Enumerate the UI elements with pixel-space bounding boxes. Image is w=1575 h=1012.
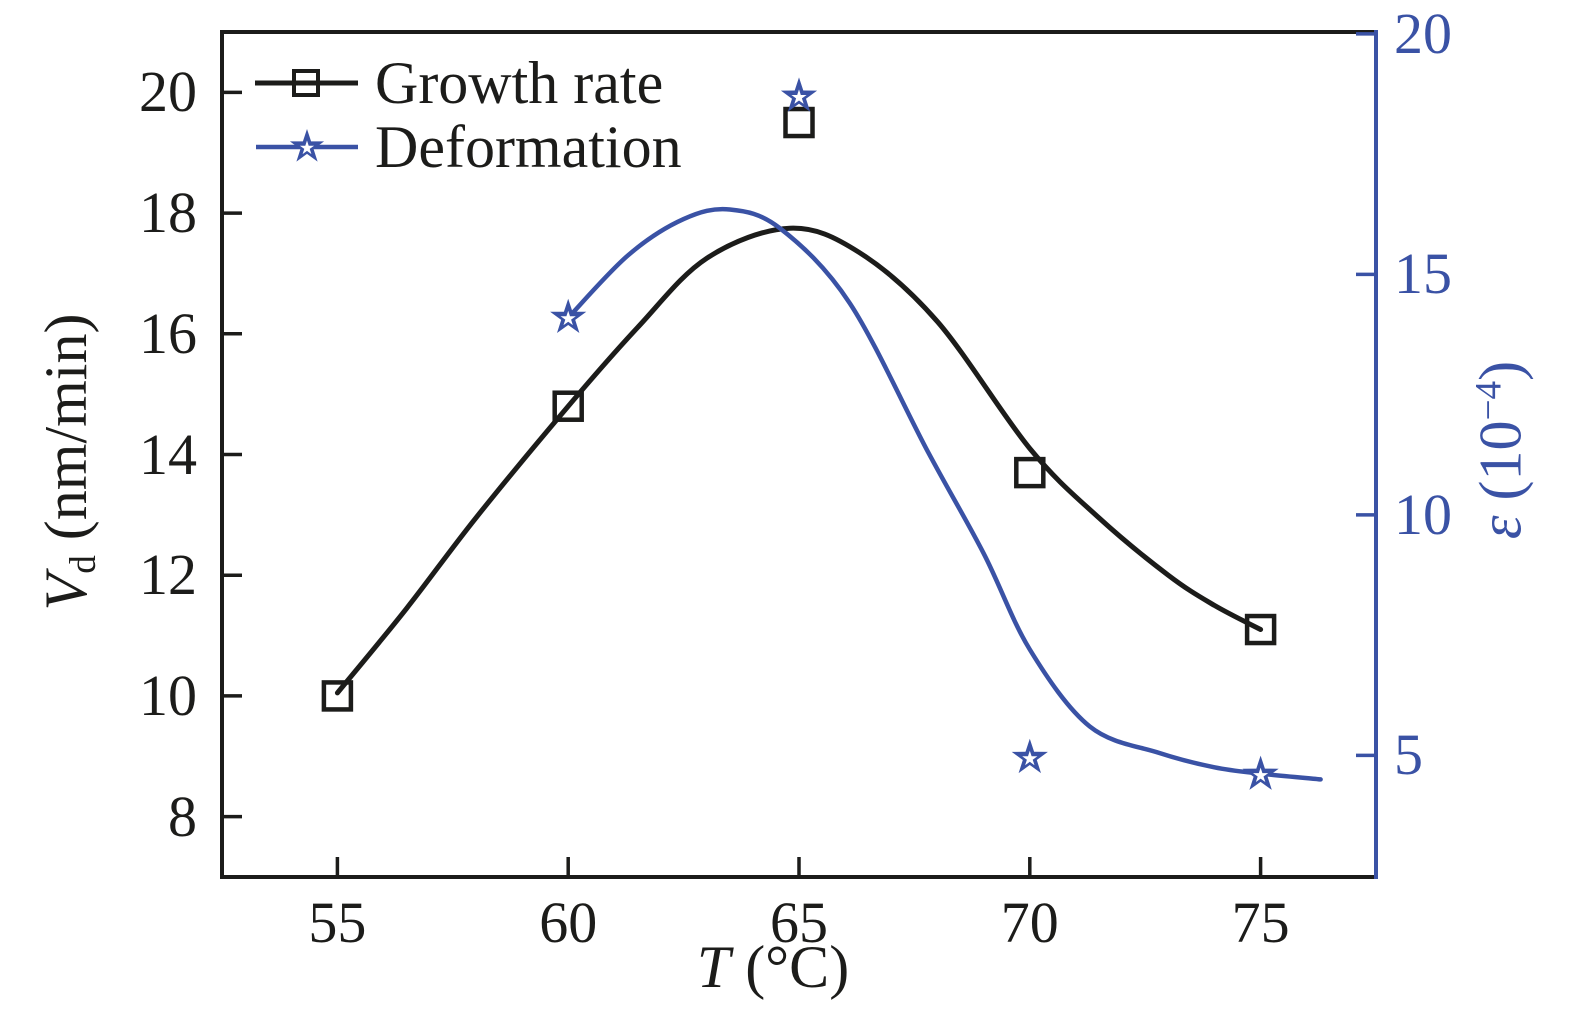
x-tick-label: 65 (770, 890, 828, 955)
y-axis-label-right: ε (10−4) (1457, 360, 1534, 540)
x-axis-label: T (°C) (697, 935, 849, 999)
left-tick-label: 8 (168, 783, 197, 849)
square-marker (552, 390, 584, 422)
x-symbol: T (696, 934, 731, 1000)
left-tick-label: 10 (139, 662, 197, 728)
left-tick-label: 14 (139, 421, 197, 487)
star-marker-center (1022, 750, 1038, 766)
square-marker (1244, 613, 1277, 646)
deformation-markers (550, 77, 1279, 790)
legend-star-center (299, 140, 315, 155)
x-tick-label: 60 (539, 890, 598, 955)
right-tick-label: 10 (1394, 481, 1452, 547)
square-marker (783, 106, 815, 139)
y-right-units-post: ) (1467, 360, 1534, 381)
x-tick-label: 55 (308, 890, 367, 955)
left-tick-label: 20 (139, 59, 197, 125)
y-right-exponent: −4 (1468, 380, 1510, 421)
left-tick-label: 18 (139, 180, 197, 246)
x-units: (°C) (730, 934, 850, 1000)
deformation-curve (565, 206, 1323, 782)
legend-square-marker (292, 69, 320, 97)
y-right-units-pre: (10 (1467, 420, 1534, 516)
square-marker (1014, 456, 1046, 489)
growth-rate-curve (334, 225, 1264, 696)
tick-marks (222, 32, 1376, 877)
legend-markers (255, 69, 358, 162)
star-marker-center (1253, 767, 1269, 782)
legend-label-growth-rate: Growth rate (375, 50, 664, 116)
right-tick-label: 5 (1394, 722, 1423, 788)
star-marker-center (791, 89, 807, 104)
left-tick-label: 12 (139, 542, 197, 608)
x-tick-label: 70 (1000, 890, 1059, 955)
right-tick-label: 15 (1394, 241, 1452, 307)
square-marker (321, 680, 354, 712)
legend-label-deformation: Deformation (375, 114, 682, 180)
y-right-symbol: ε (1467, 515, 1534, 540)
star-marker-center (560, 310, 576, 326)
growth-rate-markers (321, 106, 1277, 712)
left-tick-label: 16 (139, 300, 197, 366)
x-tick-label: 75 (1231, 890, 1290, 955)
right-tick-label: 20 (1394, 0, 1452, 66)
